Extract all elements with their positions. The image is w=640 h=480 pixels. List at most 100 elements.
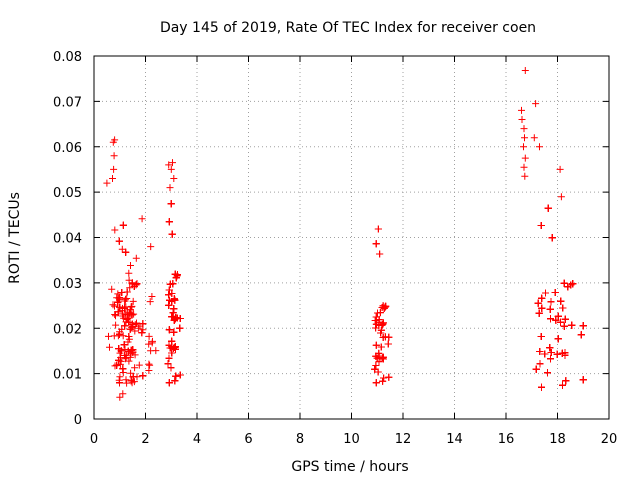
- data-point: [126, 353, 134, 361]
- data-point: [145, 340, 153, 348]
- data-point: [148, 293, 156, 300]
- data-point: [168, 337, 176, 345]
- data-point: [165, 354, 173, 362]
- data-point: [129, 346, 137, 354]
- data-point: [547, 349, 555, 356]
- data-point: [377, 343, 385, 351]
- data-point: [112, 321, 120, 329]
- data-point: [557, 193, 565, 201]
- data-point: [536, 348, 544, 355]
- data-point: [564, 283, 572, 291]
- y-tick-label: 0.04: [53, 232, 82, 247]
- data-point: [538, 294, 546, 302]
- data-point: [546, 305, 554, 313]
- data-point: [544, 204, 552, 212]
- data-point: [114, 308, 122, 316]
- data-point: [138, 329, 146, 337]
- data-point: [166, 344, 174, 352]
- data-point: [145, 360, 153, 368]
- data-point: [518, 116, 526, 123]
- data-point: [119, 390, 127, 398]
- data-point: [372, 352, 380, 360]
- data-point: [127, 303, 135, 311]
- data-point: [172, 345, 179, 353]
- data-point: [123, 379, 131, 387]
- data-point: [132, 281, 140, 289]
- data-point: [548, 234, 556, 242]
- data-point: [165, 291, 172, 299]
- x-tick-label: 12: [395, 432, 412, 447]
- axis-ticks: 0 2 4 6 8 10 12 14 16 18 20 0 0.01 0.02 0.03 0.04 0.05 0.…: [53, 50, 617, 447]
- y-tick-label: 0.01: [53, 368, 82, 383]
- data-point: [554, 312, 562, 320]
- data-point: [170, 328, 178, 336]
- data-point: [544, 369, 551, 377]
- data-point: [121, 355, 129, 363]
- data-point: [146, 298, 154, 306]
- data-point: [106, 343, 113, 351]
- data-point: [541, 350, 549, 358]
- data-point: [121, 352, 129, 359]
- data-point: [114, 290, 122, 298]
- data-point: [535, 309, 543, 317]
- y-tick-label: 0.06: [53, 141, 82, 156]
- data-point: [547, 355, 554, 363]
- data-point: [122, 295, 129, 303]
- data-point: [556, 165, 564, 173]
- data-point: [171, 377, 179, 385]
- data-point: [561, 351, 569, 359]
- data-point: [562, 377, 570, 385]
- data-point: [147, 347, 155, 355]
- data-point: [165, 301, 173, 309]
- data-point: [133, 280, 141, 288]
- x-tick-label: 0: [90, 432, 98, 447]
- data-point: [149, 337, 156, 345]
- data-point: [536, 143, 543, 151]
- data-point: [146, 361, 154, 369]
- data-point: [114, 298, 122, 306]
- data-point: [579, 322, 587, 330]
- data-point: [372, 379, 380, 387]
- data-point: [380, 374, 388, 382]
- data-point: [124, 338, 132, 346]
- data-point: [118, 289, 126, 296]
- data-point: [171, 315, 179, 323]
- data-point: [165, 218, 173, 226]
- x-tick-label: 2: [141, 432, 149, 447]
- data-point: [376, 309, 384, 317]
- data-point: [375, 321, 383, 329]
- y-tick-label: 0.07: [53, 95, 82, 110]
- data-point: [554, 335, 562, 343]
- data-point: [125, 269, 133, 277]
- data-point: [116, 303, 124, 311]
- data-point: [133, 319, 140, 327]
- data-point: [559, 381, 566, 389]
- data-point: [385, 373, 393, 381]
- data-point: [374, 225, 382, 233]
- data-point: [168, 349, 176, 357]
- x-tick-label: 14: [446, 432, 463, 447]
- data-point: [520, 125, 528, 133]
- data-point: [167, 165, 175, 173]
- data-point: [125, 276, 133, 284]
- data-point: [532, 365, 540, 373]
- data-point: [536, 360, 544, 368]
- y-tick-label: 0.02: [53, 322, 82, 337]
- y-tick-label: 0.05: [53, 186, 82, 201]
- data-point: [547, 315, 554, 323]
- data-point: [518, 106, 525, 114]
- data-point: [166, 184, 174, 192]
- x-axis-label: GPS time / hours: [291, 459, 408, 475]
- data-point: [169, 280, 177, 288]
- data-point: [129, 297, 137, 305]
- data-point: [138, 215, 146, 223]
- data-point: [115, 356, 123, 364]
- data-point: [537, 333, 545, 340]
- data-point: [131, 364, 139, 372]
- data-point: [126, 325, 134, 333]
- data-point: [139, 320, 147, 328]
- data-point: [124, 347, 132, 355]
- x-tick-label: 16: [498, 432, 515, 447]
- data-point: [165, 379, 173, 387]
- data-point: [538, 304, 546, 312]
